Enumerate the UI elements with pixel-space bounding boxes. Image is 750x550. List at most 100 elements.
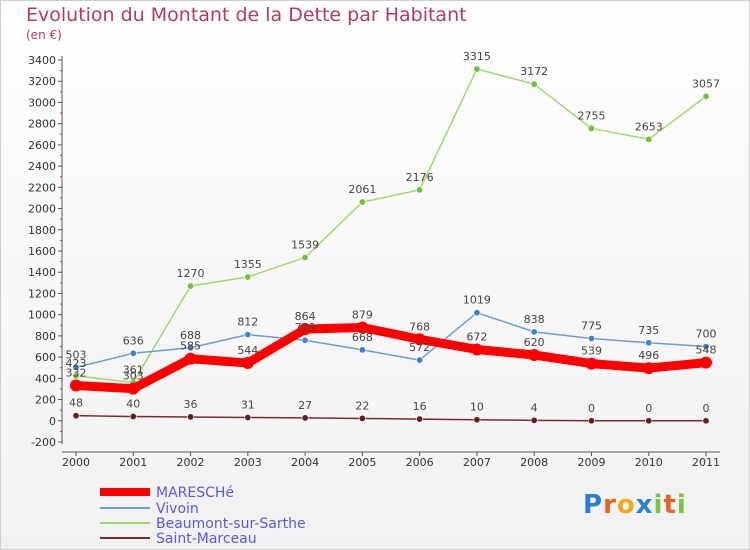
y-tick-label: 2800 [28, 118, 56, 131]
data-point [645, 417, 653, 425]
data-label: 332 [66, 367, 87, 380]
data-label: 2755 [577, 109, 605, 122]
data-point [244, 413, 252, 421]
data-point [587, 335, 595, 343]
data-label: 16 [413, 400, 427, 413]
data-label: 27 [298, 399, 312, 412]
data-label: 31 [241, 398, 255, 411]
y-tick-label: 3000 [28, 96, 56, 109]
data-label: 2176 [406, 171, 434, 184]
data-point [587, 124, 595, 132]
data-point [127, 382, 140, 395]
data-point [72, 412, 80, 420]
data-label: 40 [126, 398, 140, 411]
data-label: 544 [237, 344, 258, 357]
series-line-beaumont-sur-sarthe [75, 68, 707, 384]
data-label: 4 [531, 401, 538, 414]
data-point [702, 92, 710, 100]
legend-label: Vivoin [156, 501, 199, 517]
data-point [587, 417, 595, 425]
data-point [416, 356, 424, 364]
data-label: 585 [180, 340, 201, 353]
y-tick-label: 2400 [28, 160, 56, 173]
data-point [301, 336, 309, 344]
y-tick-label: 3400 [28, 54, 56, 67]
y-tick-label: 200 [35, 394, 56, 407]
data-point [702, 342, 710, 350]
logo-letter: x [635, 490, 654, 520]
logo-letter: i [676, 490, 687, 520]
data-point [645, 339, 653, 347]
data-label: 2061 [348, 183, 376, 196]
data-point [129, 349, 137, 357]
data-label: 812 [237, 316, 258, 329]
y-tick-label: 800 [35, 330, 56, 343]
x-tick-label: 2007 [463, 456, 491, 469]
proxiti-logo: Proxiti [583, 490, 687, 520]
chart-title: Evolution du Montant de la Dette par Hab… [26, 4, 467, 26]
x-tick-label: 2003 [234, 456, 262, 469]
data-label: 361 [123, 363, 144, 376]
data-label: 700 [696, 328, 717, 341]
series-line-maresch- [71, 323, 711, 394]
data-label: 864 [295, 310, 316, 323]
data-label: 1270 [177, 267, 205, 280]
x-tick-label: 2006 [406, 456, 434, 469]
data-label: 636 [123, 334, 144, 347]
data-label: 0 [588, 402, 595, 415]
logo-letter: r [603, 490, 617, 520]
data-label: 22 [355, 399, 369, 412]
data-point [70, 379, 82, 392]
logo-letter: t [663, 490, 677, 520]
data-label: 672 [466, 330, 487, 343]
logo-letter: P [583, 490, 604, 520]
data-label: 838 [524, 313, 545, 326]
data-label: 496 [638, 349, 659, 362]
x-tick-label: 2002 [177, 456, 205, 469]
y-tick-label: 1000 [28, 309, 56, 322]
y-tick-label: -200 [31, 436, 56, 449]
data-point [645, 135, 653, 143]
data-point [700, 356, 712, 369]
data-point [358, 346, 366, 354]
data-label: 539 [581, 345, 602, 358]
series-line-vivoin [75, 311, 707, 369]
data-point [642, 362, 655, 375]
data-label: 10 [470, 401, 484, 414]
data-point [473, 309, 481, 317]
data-label: 1539 [291, 238, 319, 251]
data-point [187, 413, 195, 421]
y-tick-label: 1800 [28, 224, 56, 237]
data-label: 572 [409, 341, 430, 354]
legend-label: Saint-Marceau [156, 531, 257, 547]
data-point [416, 186, 424, 194]
x-tick-label: 2004 [291, 456, 319, 469]
y-tick-label: 1400 [28, 266, 56, 279]
data-point [129, 413, 137, 421]
data-point [187, 344, 195, 352]
data-point [470, 343, 483, 356]
data-label: 36 [184, 398, 198, 411]
x-tick-label: 2008 [520, 456, 548, 469]
data-label: 768 [409, 320, 430, 333]
x-tick-label: 2000 [62, 456, 90, 469]
data-point [184, 352, 197, 365]
data-label: 503 [66, 348, 87, 361]
legend-label: MARESCHé [156, 485, 234, 501]
x-tick-label: 2011 [692, 456, 720, 469]
data-point [528, 348, 541, 361]
series-line-saint-marceau [75, 414, 707, 422]
data-label: 303 [123, 370, 144, 383]
data-label: 668 [352, 331, 373, 344]
data-point [72, 372, 80, 380]
y-tick-label: 1200 [28, 287, 56, 300]
data-point [413, 333, 426, 346]
data-point [356, 321, 369, 334]
data-point [473, 65, 481, 73]
data-point [530, 80, 538, 88]
data-point [241, 357, 254, 370]
data-label: 548 [696, 344, 717, 357]
x-tick-label: 2010 [635, 456, 663, 469]
data-point [299, 323, 312, 336]
